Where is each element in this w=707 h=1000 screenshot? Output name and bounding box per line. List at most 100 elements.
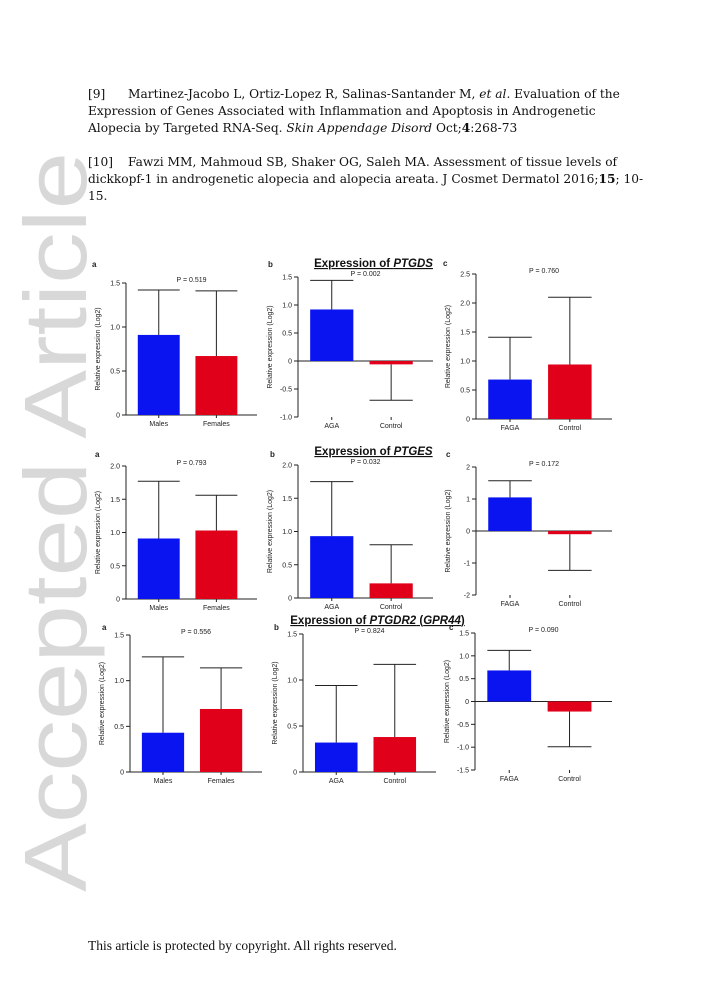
reference-date: Oct; bbox=[435, 121, 462, 135]
x-tick-label: Control bbox=[383, 778, 406, 785]
reference-10: [10] Fawzi MM, Mahmoud SB, Shaker OG, Sal… bbox=[88, 154, 648, 205]
x-tick-label: FAGA bbox=[500, 776, 519, 783]
reference-etal: et al bbox=[479, 87, 507, 101]
chart-panel: c P = 0.090 -1.5 -1.0 -0.5 0 0.5 1.0 1.5 Relative… bbox=[444, 623, 612, 783]
y-tick-label: 0.5 bbox=[110, 369, 120, 376]
y-tick-label: 1.5 bbox=[459, 631, 469, 638]
y-tick-label: 0 bbox=[288, 596, 292, 603]
y-tick-label: 2 bbox=[466, 465, 470, 472]
x-tick-label: Females bbox=[208, 778, 235, 785]
p-value-label: P = 0.002 bbox=[350, 271, 380, 278]
bar bbox=[137, 334, 180, 415]
y-tick-label: -2 bbox=[464, 593, 470, 600]
reference-pages: ; 10-15. bbox=[88, 172, 644, 203]
y-tick-label: 0.5 bbox=[282, 562, 292, 569]
chart-panel: b Expression of PTGDR2 (GPR44)P = 0.824 0 0… bbox=[272, 615, 465, 785]
bar bbox=[487, 670, 532, 702]
y-tick-label: -1.0 bbox=[457, 745, 469, 752]
reference-9: [9] Martinez-Jacobo L, Ortiz-Lopez R, Sal… bbox=[88, 86, 648, 137]
y-tick-label: 1.0 bbox=[459, 653, 469, 660]
x-tick-label: FAGA bbox=[501, 601, 520, 608]
y-tick-label: 0 bbox=[116, 597, 120, 604]
y-tick-label: -1.0 bbox=[280, 415, 292, 422]
p-value-label: P = 0.760 bbox=[529, 268, 559, 275]
bar bbox=[488, 379, 532, 419]
bar bbox=[199, 708, 243, 772]
x-tick-label: Males bbox=[149, 421, 168, 428]
bar bbox=[369, 583, 413, 598]
panel-letter: b bbox=[274, 623, 279, 632]
accepted-article-watermark: Accepted Article bbox=[8, 152, 105, 892]
y-axis-label: Relative expression (Log2) bbox=[445, 305, 452, 388]
y-axis-label: Relative expression (Log2) bbox=[444, 660, 451, 743]
y-axis-label: Relative expression (Log2) bbox=[272, 661, 279, 744]
bar bbox=[488, 497, 532, 531]
reference-title: . Evaluation of the Expression of Genes … bbox=[88, 87, 620, 135]
p-value-label: P = 0.793 bbox=[176, 460, 206, 467]
y-tick-label: 0 bbox=[120, 770, 124, 777]
bar bbox=[369, 361, 413, 365]
y-tick-label: -1.5 bbox=[457, 768, 469, 775]
watermark-text: Accepted Article bbox=[8, 152, 105, 892]
y-axis-label: Relative expression (Log2) bbox=[95, 491, 102, 574]
bar bbox=[137, 538, 180, 599]
chart-panel: a P = 0.556 0 0.5 1.0 1.5 Relative expression … bbox=[99, 623, 262, 785]
x-tick-label: Control bbox=[559, 601, 582, 608]
chart-panel: a P = 0.519 0 0.5 1.0 1.5 Relative expression … bbox=[92, 260, 257, 428]
bar bbox=[310, 309, 354, 361]
panel-letter: a bbox=[102, 623, 107, 632]
y-tick-label: 1.0 bbox=[110, 325, 120, 332]
y-tick-label: 1.0 bbox=[460, 359, 470, 366]
y-tick-label: 1.0 bbox=[282, 529, 292, 536]
y-axis-label: Relative expression (Log2) bbox=[267, 305, 274, 388]
p-value-label: P = 0.032 bbox=[350, 459, 380, 466]
y-tick-label: 0 bbox=[288, 359, 292, 366]
y-tick-label: 1.5 bbox=[460, 330, 470, 337]
y-tick-label: 1.5 bbox=[110, 497, 120, 504]
x-tick-label: AGA bbox=[324, 604, 339, 611]
reference-journal: Skin Appendage Disord bbox=[286, 121, 433, 135]
bar bbox=[141, 732, 185, 772]
panel-letter: c bbox=[446, 450, 451, 459]
y-tick-label: 1.5 bbox=[282, 496, 292, 503]
y-tick-label: 0.5 bbox=[459, 676, 469, 683]
p-value-label: P = 0.519 bbox=[176, 277, 206, 284]
reference-volume: 15 bbox=[598, 172, 616, 186]
reference-authors: Martinez-Jacobo L, Ortiz-Lopez R, Salina… bbox=[128, 87, 476, 101]
x-tick-label: Control bbox=[380, 604, 403, 611]
x-tick-label: Control bbox=[559, 425, 582, 432]
x-tick-label: FAGA bbox=[501, 425, 520, 432]
chart-panel: c P = 0.760 0 0.5 1.0 1.5 2.0 2.5 Relative expre… bbox=[443, 259, 612, 432]
y-tick-label: 1.5 bbox=[287, 632, 297, 639]
gene-title: Expression of PTGDR2 (GPR44) bbox=[290, 615, 465, 627]
p-value-label: P = 0.824 bbox=[354, 628, 384, 635]
bar bbox=[548, 531, 592, 535]
panel-letter: a bbox=[95, 450, 100, 459]
gene-title: Expression of PTGDS bbox=[314, 258, 433, 270]
panel-letter: b bbox=[270, 450, 275, 459]
y-axis-label: Relative expression (Log2) bbox=[445, 489, 452, 572]
chart-panel: a P = 0.793 0 0.5 1.0 1.5 2.0 Relative expressi… bbox=[95, 450, 257, 612]
y-tick-label: -0.5 bbox=[280, 387, 292, 394]
gene-title: Expression of PTGES bbox=[314, 446, 433, 458]
y-tick-label: 0.5 bbox=[110, 563, 120, 570]
chart-panel: c P = 0.172 -2 -1 0 1 2 Relative expression (Lo… bbox=[445, 450, 612, 608]
panel-letter: a bbox=[92, 260, 97, 269]
y-tick-label: 0 bbox=[466, 529, 470, 536]
y-axis-label: Relative expression (Log2) bbox=[95, 307, 102, 390]
y-tick-label: 1.0 bbox=[110, 530, 120, 537]
bar bbox=[548, 364, 592, 419]
x-tick-label: Males bbox=[149, 605, 168, 612]
x-tick-label: Females bbox=[203, 421, 230, 428]
x-tick-label: Females bbox=[203, 605, 230, 612]
y-axis-label: Relative expression (Log2) bbox=[99, 662, 106, 745]
y-tick-label: 0 bbox=[293, 770, 297, 777]
bar bbox=[547, 701, 592, 712]
copyright-footer: This article is protected by copyright. … bbox=[88, 938, 397, 953]
x-tick-label: AGA bbox=[324, 423, 339, 430]
reference-number: [10] bbox=[88, 155, 114, 169]
y-tick-label: 0.5 bbox=[114, 724, 124, 731]
